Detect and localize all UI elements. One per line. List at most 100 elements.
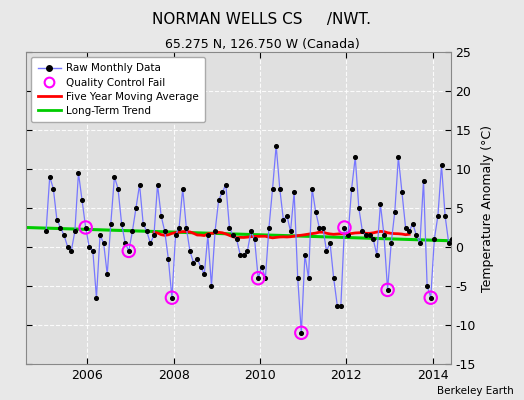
Point xyxy=(63,244,72,250)
Point xyxy=(337,302,345,309)
Point xyxy=(160,228,169,234)
Point xyxy=(164,256,172,262)
Point xyxy=(390,209,399,215)
Point xyxy=(276,185,284,192)
Point xyxy=(297,330,305,336)
Point xyxy=(322,248,331,254)
Point xyxy=(502,248,510,254)
Point xyxy=(311,209,320,215)
Point xyxy=(455,220,464,227)
Point xyxy=(369,236,377,242)
Point xyxy=(81,224,90,231)
Point xyxy=(121,240,129,246)
Point xyxy=(484,201,493,207)
Point xyxy=(304,275,313,282)
Point xyxy=(96,232,104,238)
Point xyxy=(200,271,209,278)
Point xyxy=(261,275,269,282)
Point xyxy=(333,302,342,309)
Point xyxy=(247,228,255,234)
Point xyxy=(498,220,507,227)
Point xyxy=(49,185,58,192)
Point xyxy=(290,189,298,196)
Point xyxy=(384,287,392,293)
Point xyxy=(265,224,273,231)
Point xyxy=(214,197,223,203)
Point xyxy=(103,271,112,278)
Point xyxy=(394,154,402,160)
Point xyxy=(380,232,388,238)
Text: Berkeley Earth: Berkeley Earth xyxy=(437,386,514,396)
Point xyxy=(470,279,478,285)
Point xyxy=(106,220,115,227)
Point xyxy=(347,185,356,192)
Point xyxy=(272,142,280,149)
Point xyxy=(509,248,518,254)
Point xyxy=(301,252,309,258)
Point xyxy=(42,228,50,234)
Point xyxy=(132,205,140,211)
Point xyxy=(143,228,151,234)
Point xyxy=(250,236,259,242)
Point xyxy=(168,294,176,301)
Point xyxy=(78,197,86,203)
Point xyxy=(434,213,442,219)
Point xyxy=(452,224,460,231)
Point xyxy=(477,228,485,234)
Point xyxy=(491,220,499,227)
Point xyxy=(506,228,514,234)
Point xyxy=(441,213,449,219)
Point xyxy=(74,170,83,176)
Point xyxy=(448,236,456,242)
Point xyxy=(125,248,133,254)
Point xyxy=(412,232,421,238)
Point xyxy=(427,294,435,301)
Point xyxy=(438,162,446,168)
Point xyxy=(139,220,147,227)
Point xyxy=(495,232,503,238)
Point xyxy=(100,240,108,246)
Point xyxy=(279,216,288,223)
Point xyxy=(225,224,234,231)
Point xyxy=(444,240,453,246)
Point xyxy=(283,213,291,219)
Point xyxy=(384,287,392,293)
Point xyxy=(196,263,205,270)
Point xyxy=(233,236,241,242)
Point xyxy=(168,294,176,301)
Point xyxy=(315,224,323,231)
Point xyxy=(175,224,183,231)
Point xyxy=(117,220,126,227)
Point xyxy=(516,240,524,246)
Point xyxy=(416,240,424,246)
Point xyxy=(387,240,396,246)
Point xyxy=(67,248,75,254)
Point xyxy=(340,224,348,231)
Point xyxy=(81,224,90,231)
Point xyxy=(473,232,482,238)
Point xyxy=(398,189,406,196)
Point xyxy=(128,228,137,234)
Point xyxy=(204,232,212,238)
Point xyxy=(488,209,496,215)
Point xyxy=(340,224,348,231)
Point xyxy=(150,232,158,238)
Point xyxy=(71,228,79,234)
Point xyxy=(157,213,166,219)
Point xyxy=(243,248,252,254)
Point xyxy=(171,232,180,238)
Point xyxy=(179,185,187,192)
Point xyxy=(463,216,471,223)
Point xyxy=(470,279,478,285)
Point xyxy=(211,228,219,234)
Point xyxy=(208,283,216,289)
Point xyxy=(53,216,61,223)
Legend: Raw Monthly Data, Quality Control Fail, Five Year Moving Average, Long-Term Tren: Raw Monthly Data, Quality Control Fail, … xyxy=(31,57,205,122)
Point xyxy=(114,185,122,192)
Point xyxy=(125,248,133,254)
Point xyxy=(297,330,305,336)
Point xyxy=(56,224,64,231)
Y-axis label: Temperature Anomaly (°C): Temperature Anomaly (°C) xyxy=(482,124,495,292)
Point xyxy=(351,154,359,160)
Point xyxy=(60,232,68,238)
